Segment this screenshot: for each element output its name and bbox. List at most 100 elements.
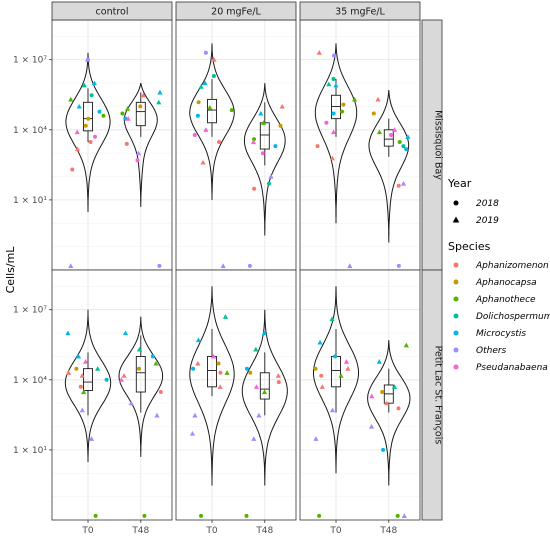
data-point-2019 <box>261 330 267 336</box>
y-tick-label: 1 × 10⁷ <box>13 56 47 66</box>
box <box>383 129 394 147</box>
data-point-2018 <box>371 111 376 116</box>
panels-layer <box>51 19 421 521</box>
legend-species-label: Pseudanabaena <box>476 363 548 373</box>
data-point-2018 <box>319 373 324 378</box>
panel <box>175 19 297 271</box>
row-strip: Missisquoi Bay <box>421 19 444 271</box>
data-point-2018 <box>217 140 221 144</box>
data-point-2019 <box>275 373 281 378</box>
legend-species-label: Others <box>476 346 507 356</box>
data-point-2018 <box>192 133 197 137</box>
legend-species-label: Aphanothece <box>475 295 536 305</box>
legend-species-swatch <box>453 279 459 285</box>
data-point-2019 <box>74 129 80 135</box>
panel <box>51 19 173 271</box>
data-point-2019 <box>189 430 196 436</box>
data-point-2019 <box>256 412 262 418</box>
panel-marks <box>65 52 163 268</box>
data-point-2018 <box>70 167 75 172</box>
violin <box>189 43 235 200</box>
data-point-2018 <box>313 366 318 371</box>
data-point-2018 <box>138 104 143 109</box>
data-point-2019 <box>68 263 74 268</box>
data-point-2018 <box>157 263 162 268</box>
data-point-2018 <box>252 137 256 142</box>
row-strip: Petit Lac St. François <box>421 269 444 521</box>
data-point-2019 <box>200 159 206 165</box>
data-point-2018 <box>273 144 278 149</box>
x-tick-label: T48 <box>379 526 397 536</box>
data-point-2019 <box>317 339 323 345</box>
column-strip-bg <box>175 1 297 21</box>
row-strip-bg <box>421 269 443 521</box>
column-strip: control <box>51 1 173 21</box>
x-tick-label: T0 <box>81 526 93 536</box>
data-point-2018 <box>341 102 346 107</box>
data-point-2018 <box>120 111 125 116</box>
violin <box>241 309 288 486</box>
x-tick-label: T0 <box>205 526 217 536</box>
data-point-2019 <box>401 513 407 518</box>
data-point-2019 <box>333 82 339 88</box>
data-point-2018 <box>101 113 106 118</box>
box <box>135 355 146 393</box>
data-point-2018 <box>331 77 336 81</box>
panel-border <box>299 269 421 521</box>
violin <box>64 309 112 463</box>
data-point-2019 <box>338 373 344 378</box>
violin <box>65 52 111 213</box>
data-point-2019 <box>326 81 332 87</box>
legend-species-label: Aphanizomenon <box>475 261 549 271</box>
data-point-2019 <box>203 127 209 132</box>
y-tick-label: 1 × 10⁴ <box>13 126 47 136</box>
data-point-2019 <box>368 423 375 429</box>
legend-year-title: Year <box>447 177 472 190</box>
data-point-2019 <box>376 359 382 364</box>
data-point-2019 <box>210 353 217 359</box>
panel-background <box>176 20 296 270</box>
row-strip-label: Missisquoi Bay <box>433 110 444 180</box>
data-point-2019 <box>95 366 101 371</box>
y-tick-label: 1 × 10¹ <box>13 446 47 456</box>
data-point-2018 <box>267 181 271 186</box>
data-point-2018 <box>396 263 401 268</box>
data-point-2019 <box>157 89 163 95</box>
legend-circle-symbol <box>453 200 459 206</box>
panel-marks <box>189 43 286 268</box>
data-point-2018 <box>218 370 223 375</box>
violin <box>123 82 158 207</box>
data-point-2019 <box>135 150 142 156</box>
data-point-2018 <box>88 140 93 144</box>
data-point-2019 <box>279 103 285 109</box>
data-point-2019 <box>207 104 213 110</box>
data-point-2019 <box>217 384 223 389</box>
data-point-2019 <box>125 116 131 121</box>
data-point-2019 <box>192 412 198 418</box>
data-point-2019 <box>202 80 208 86</box>
data-point-2018 <box>85 57 90 62</box>
data-point-2018 <box>245 366 249 371</box>
legend-species-swatch <box>453 364 459 370</box>
data-point-2018 <box>252 186 257 191</box>
column-strip-label: 20 mgFe/L <box>211 7 261 18</box>
column-strip: 35 mgFe/L <box>299 1 421 21</box>
box <box>207 355 217 388</box>
data-point-2018 <box>340 109 344 114</box>
data-point-2018 <box>331 111 336 116</box>
legend-year-label: 2019 <box>476 216 499 226</box>
violin <box>118 316 164 457</box>
box <box>331 94 341 120</box>
data-point-2018 <box>229 108 234 113</box>
panel-background <box>52 270 172 520</box>
data-point-2019 <box>330 129 337 135</box>
data-point-2018 <box>93 134 97 139</box>
violin <box>313 286 359 474</box>
data-point-2018 <box>191 366 196 371</box>
data-point-2019 <box>153 360 159 366</box>
data-point-2019 <box>88 436 95 441</box>
data-point-2018 <box>396 183 401 188</box>
data-point-2018 <box>124 141 129 146</box>
y-tick-layer: 1 × 10¹ 1 × 10⁴ 1 × 10⁷ 1 × 10¹ 1 × 10⁴ 1 × 1… <box>13 56 52 456</box>
column-strip-label: 35 mgFe/L <box>335 7 385 18</box>
